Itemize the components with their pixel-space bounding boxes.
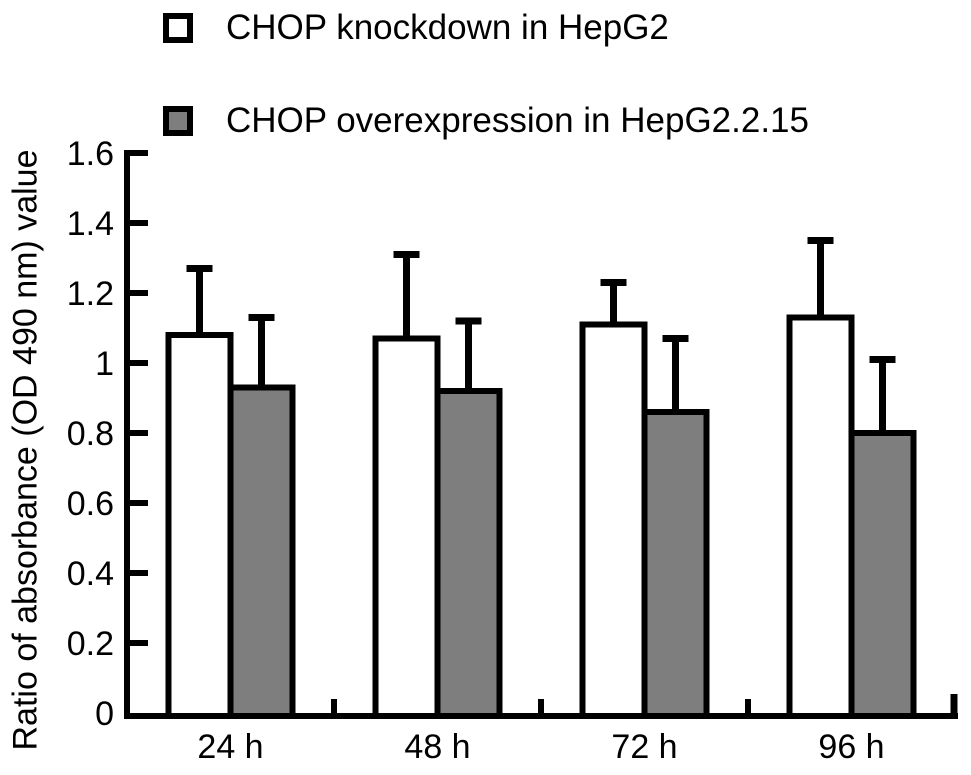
bar-knockdown-48h [372, 335, 441, 719]
y-axis-tick-label-1.4: 1.4 [67, 205, 114, 243]
y-axis-tick-label-1.2: 1.2 [67, 275, 114, 313]
x-axis-category-label-48h: 48 h [404, 728, 470, 766]
x-axis-category-label-96h: 96 h [818, 728, 884, 766]
bar-knockdown-24h [165, 332, 234, 719]
x-axis-category-label-72h: 72 h [611, 728, 677, 766]
legend-label-knockdown: CHOP knockdown in HepG2 [226, 8, 669, 47]
y-axis-tick-label-0.8: 0.8 [67, 415, 114, 453]
bar-knockdown-96h [786, 314, 855, 719]
y-axis-tick-label-0: 0 [95, 695, 114, 733]
legend-swatch-knockdown [163, 13, 193, 43]
y-axis-tick-label-1.6: 1.6 [67, 135, 114, 173]
bar-overexpression-72h [641, 409, 710, 719]
legend-item-knockdown: CHOP knockdown in HepG2 [163, 8, 669, 47]
legend-item-overexpression: CHOP overexpression in HepG2.2.15 [163, 101, 809, 140]
bar-overexpression-24h [227, 384, 296, 719]
x-axis-category-label-24h: 24 h [197, 728, 263, 766]
y-axis-tick-label-0.4: 0.4 [67, 555, 114, 593]
legend-label-overexpression: CHOP overexpression in HepG2.2.15 [226, 101, 809, 140]
bar-overexpression-48h [434, 388, 503, 719]
y-axis-tick-label-0.6: 0.6 [67, 485, 114, 523]
bar-overexpression-96h [848, 430, 917, 719]
y-axis-tick-label-0.2: 0.2 [67, 625, 114, 663]
bar-knockdown-72h [579, 321, 648, 719]
y-axis-tick-label-1: 1 [95, 345, 114, 383]
legend-swatch-overexpression [163, 106, 193, 136]
